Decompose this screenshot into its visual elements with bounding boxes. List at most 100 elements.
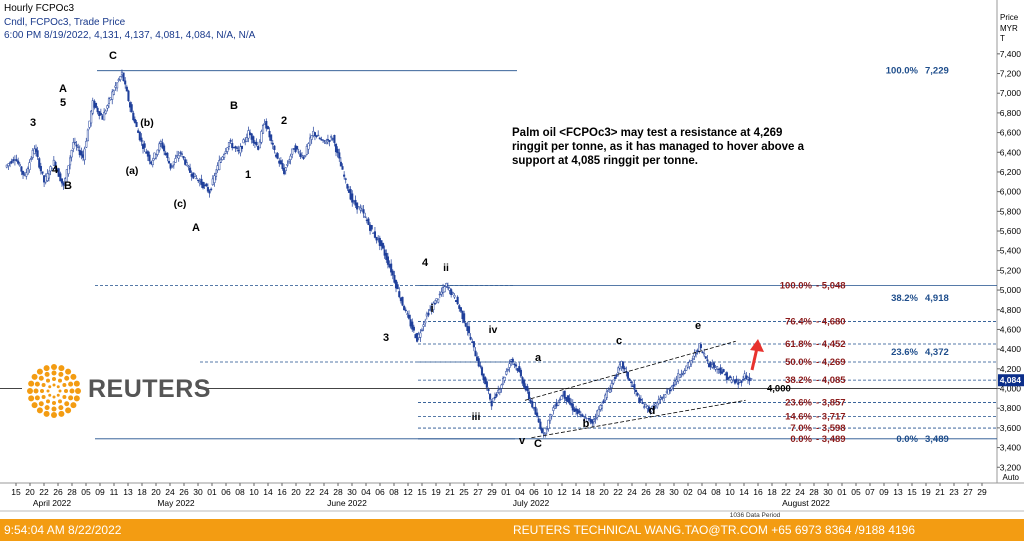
candle-body (161, 142, 164, 149)
candle-body (192, 172, 195, 179)
candle-body (712, 362, 715, 368)
candle-body (403, 306, 406, 311)
wave-label: ii (443, 262, 449, 274)
candle-body (130, 104, 133, 113)
candle-body (54, 161, 57, 170)
candle-body (579, 414, 582, 416)
y-tick-label: 5,600 (1000, 226, 1022, 236)
candle-body (438, 293, 441, 296)
candle-body (297, 151, 300, 153)
candle-body (680, 373, 683, 376)
logo-dot (58, 399, 62, 404)
x-tick-label: 21 (445, 487, 455, 497)
candle-body (463, 313, 466, 323)
candle-body (338, 152, 341, 159)
candle-body (197, 179, 200, 182)
x-tick-label: 14 (739, 487, 749, 497)
candle-body (9, 162, 12, 164)
candle-body (18, 163, 21, 166)
candle-body (287, 160, 291, 164)
candle-body (649, 411, 652, 413)
wave-label: 4 (52, 164, 59, 176)
candle-body (210, 188, 213, 191)
candle-body (690, 360, 693, 365)
axis-unit-currency: MYR (1000, 24, 1018, 33)
y-tick-label: 6,400 (1000, 147, 1022, 157)
candle-body (670, 386, 673, 390)
candle-body (613, 377, 617, 379)
wave-label: (c) (174, 198, 187, 210)
x-tick-label: 30 (347, 487, 357, 497)
candle-body (477, 358, 480, 367)
candle-body (206, 187, 209, 192)
logo-dot (52, 401, 56, 405)
candle-body (313, 132, 316, 137)
candle-body (673, 380, 677, 386)
candle-body (294, 145, 297, 153)
x-tick-label: 01 (207, 487, 217, 497)
candle-body (536, 412, 539, 417)
wave-label: a (535, 352, 542, 364)
candle-body (83, 148, 86, 161)
candle-body (284, 167, 287, 172)
candle-body (617, 367, 620, 373)
bullish-arrow-head (750, 339, 764, 352)
candle-body (451, 292, 454, 294)
x-tick-label: 26 (179, 487, 189, 497)
candle-body (398, 291, 401, 298)
candle-body (39, 166, 42, 172)
candle-body (38, 158, 41, 168)
candle-body (258, 141, 261, 149)
candle-body (312, 131, 315, 136)
candle-body (703, 353, 706, 356)
logo-dot (75, 388, 81, 394)
candle-body (169, 163, 172, 169)
candle-body (511, 358, 514, 363)
candle-body (420, 329, 424, 331)
fib-right-value: 4,918 (925, 293, 949, 304)
candle-body (677, 373, 680, 382)
candle-body (164, 152, 167, 156)
x-month-label: August 2022 (782, 498, 830, 508)
candle-body (369, 224, 372, 231)
x-tick-label: 22 (613, 487, 623, 497)
candle-body (116, 82, 119, 89)
candle-body (274, 154, 278, 157)
candle-body (480, 367, 484, 376)
candle-body (701, 351, 704, 354)
candle-body (318, 137, 321, 140)
candle-body (227, 142, 231, 147)
candle-body (247, 130, 250, 139)
candle-body (13, 159, 16, 161)
candle-body (103, 112, 106, 121)
candle-body (223, 153, 226, 158)
x-tick-label: 19 (431, 487, 441, 497)
candle-body (260, 131, 263, 143)
candle-body (167, 160, 171, 164)
candle-body (179, 152, 182, 154)
candle-body (699, 344, 702, 348)
logo-dot (73, 395, 80, 402)
candle-body (750, 378, 753, 381)
bullish-arrow-shaft (750, 347, 759, 371)
candle-body (691, 358, 694, 360)
candle-body (600, 405, 604, 409)
candle-body (375, 236, 378, 241)
y-tick-label: 4,000 (1000, 384, 1022, 394)
candle-body (424, 320, 427, 324)
candle-body (388, 264, 391, 268)
x-tick-label: 13 (893, 487, 903, 497)
candle-body (360, 208, 364, 211)
x-tick-label: 20 (291, 487, 301, 497)
candle-body (566, 395, 569, 403)
candle-body (442, 287, 445, 293)
candle-body (545, 428, 548, 431)
candle-body (634, 389, 638, 392)
candle-body (633, 384, 636, 390)
candle-body (88, 120, 91, 128)
candle-body (245, 137, 248, 142)
ohlc-line: 6:00 PM 8/19/2022, 4,131, 4,137, 4,081, … (4, 30, 256, 41)
logo-dot (36, 407, 43, 414)
candle-body (508, 363, 511, 368)
x-tick-label: 08 (389, 487, 399, 497)
